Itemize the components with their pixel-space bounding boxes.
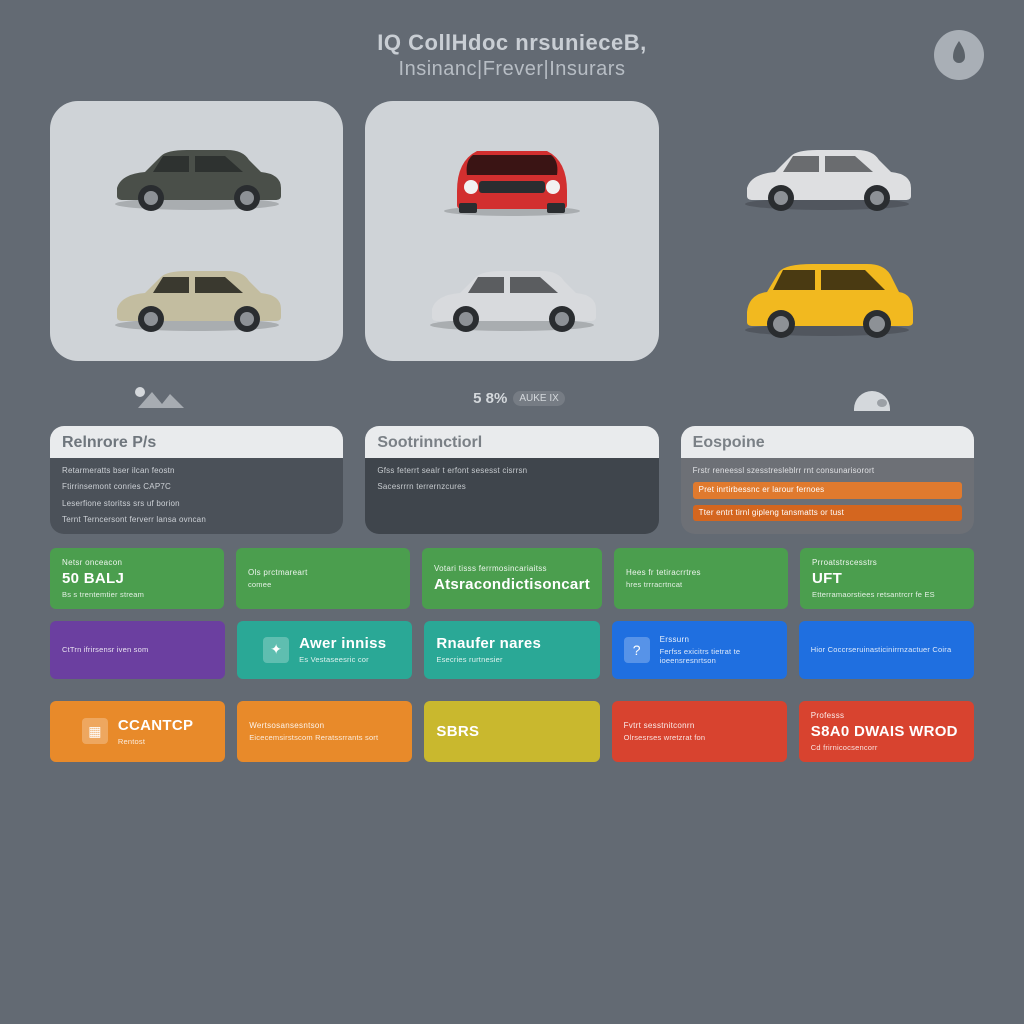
plan-title: Relnrore P/s (50, 426, 343, 458)
feature-tile[interactable]: Hees fr tetiracrrtres hres trrracrtncat (614, 548, 788, 609)
car-image (60, 236, 333, 347)
tile-top-label: Professs (811, 711, 962, 720)
car-image (691, 115, 964, 226)
helmet-icon (848, 379, 894, 418)
tile-top-label: Votari tisss ferrmosincariaitss (434, 564, 590, 573)
plan-feature-line: Ternt Terncersont ferverr lansa ovncan (62, 515, 331, 525)
tile-top-label: Fvtrt sesstnitconrn (624, 721, 775, 730)
tile-sub-label: Es Vestaseesric cor (299, 655, 386, 664)
plan-feature-line: Frstr reneessl szesstresleblrr rnt consu… (693, 466, 962, 476)
tiles-row-1: Netsr onceacon 50 BALJ Bs s trentemtier st… (40, 548, 984, 609)
tile-sub-label: comee (248, 580, 398, 589)
plan-feature-line: Gfss feterrt sealr t erfont sesesst cisr… (377, 466, 646, 476)
tile-sub-label: Hior Coccrseruinasticinirrnzactuer Coira (811, 645, 962, 654)
tile-sub-label: Ferfss exicitrs tietrat te ioeensresnrts… (660, 647, 775, 665)
tiles-row-2: CtTrn ifrirsensr iven som ✦ Awer inniss Es … (40, 621, 984, 679)
car-tile-2[interactable] (365, 101, 658, 361)
feature-tile[interactable]: Hior Coccrseruinasticinirrnzactuer Coira (799, 621, 974, 679)
plans-row: Relnrore P/s Retarmeratts bser ilcan feo… (40, 426, 984, 534)
title-line-2: Insinanc|Frever|Insurars (40, 58, 984, 81)
plan-body: Gfss feterrt sealr t erfont sesesst cisr… (365, 458, 658, 534)
tile-main-label: UFT (812, 570, 962, 587)
tile-icon: ✦ (263, 637, 289, 663)
mountain-icon (130, 382, 190, 415)
feature-tile[interactable]: Professs S8A0 DWAIS WROD Cd frirnicocsenco… (799, 701, 974, 762)
brand-logo (934, 30, 984, 80)
plan-feature-line: Pret inrtirbessnc er larour fernoes (693, 482, 962, 498)
feature-tile[interactable]: Ols prctmareart comee (236, 548, 410, 609)
car-tiles-row (40, 101, 984, 361)
plan-card-2[interactable]: Sootrinnctiorl Gfss feterrt sealr t erfo… (365, 426, 658, 534)
feature-tile[interactable]: SBRS (424, 701, 599, 762)
tile-sub-label: Eicecemsirstscom Reratssrrants sort (249, 733, 400, 742)
feature-tile[interactable]: Votari tisss ferrmosincariaitss Atsracond… (422, 548, 602, 609)
tile-main-label: Rnaufer nares (436, 635, 587, 652)
plan-body: Retarmeratts bser ilcan feostn Ftirrinsem… (50, 458, 343, 534)
tile-sub-label: Olrsesrses wretzrat fon (624, 733, 775, 742)
tile-icon: ? (624, 637, 650, 663)
plan-body: Frstr reneessl szesstresleblrr rnt consu… (681, 458, 974, 534)
plan-card-1[interactable]: Relnrore P/s Retarmeratts bser ilcan feo… (50, 426, 343, 534)
feature-tile[interactable]: Prroatstrscesstrs UFT Etterramaorstiees re… (800, 548, 974, 609)
plan-title: Sootrinnctiorl (365, 426, 658, 458)
tile-sub-label: Bs s trentemtier stream (62, 590, 212, 599)
plan-feature-line: Leserfione storitss srs uf borion (62, 499, 331, 509)
center-stat: 5 8% AUKE IX (473, 390, 565, 407)
plan-feature-line: Ftirrinsemont conries CAP7C (62, 482, 331, 492)
stat-value: 5 8% (473, 390, 507, 407)
plan-feature-line: Tter entrt tirnl gipleng tansmatts or tu… (693, 505, 962, 521)
stat-sub: AUKE IX (513, 391, 564, 406)
tile-main-label: CCANTCP (118, 717, 193, 734)
title-line-1: IQ CollHdoc nrsunieceB, (40, 30, 984, 56)
tile-sub-label: hres trrracrtncat (626, 580, 776, 589)
page-header: IQ CollHdoc nrsunieceB, Insinanc|Frever|… (40, 30, 984, 81)
tile-top-label: Ols prctmareart (248, 568, 398, 577)
tile-sub-label: Cd frirnicocsencorr (811, 743, 962, 752)
plan-feature-line: Sacesrrrn terrernzcures (377, 482, 646, 492)
feature-tile[interactable]: Netsr onceacon 50 BALJ Bs s trentemtier st… (50, 548, 224, 609)
tile-top-label: Hees fr tetiracrrtres (626, 568, 776, 577)
car-image (691, 236, 964, 347)
tile-top-label: Netsr onceacon (62, 558, 212, 567)
car-tile-3[interactable] (681, 101, 974, 361)
tile-top-label: Prroatstrscesstrs (812, 558, 962, 567)
tile-top-label: Erssurn (660, 635, 775, 644)
feature-tile[interactable]: Fvtrt sesstnitconrn Olrsesrses wretzrat f… (612, 701, 787, 762)
tile-main-label: Atsracondictisoncart (434, 576, 590, 593)
tile-sub-label: Etterramaorstiees retsantrcrr fe ES (812, 590, 962, 599)
page-root: IQ CollHdoc nrsunieceB, Insinanc|Frever|… (0, 0, 1024, 1024)
plan-card-3[interactable]: Eospoine Frstr reneessl szesstresleblrr … (681, 426, 974, 534)
plan-feature-line: Retarmeratts bser ilcan feostn (62, 466, 331, 476)
car-image (375, 115, 648, 226)
tile-icon: ▦ (82, 718, 108, 744)
feature-tile[interactable]: ? Erssurn Ferfss exicitrs tietrat te ioeen… (612, 621, 787, 679)
tile-sub-label: Rentost (118, 737, 193, 746)
flame-icon (941, 37, 977, 73)
feature-tile[interactable]: Rnaufer nares Esecries rurtnesier (424, 621, 599, 679)
mid-icons-row: 5 8% AUKE IX (40, 379, 984, 418)
tile-sub-label: Esecries rurtnesier (436, 655, 587, 664)
tile-top-label: Wertsosansesntson (249, 721, 400, 730)
feature-tile[interactable]: ▦ CCANTCP Rentost (50, 701, 225, 762)
car-image (60, 115, 333, 226)
tile-main-label: Awer inniss (299, 635, 386, 652)
car-image (375, 236, 648, 347)
tiles-row-3: ▦ CCANTCP Rentost Wertsosansesntson Eicecems… (40, 701, 984, 762)
feature-tile[interactable]: ✦ Awer inniss Es Vestaseesric cor (237, 621, 412, 679)
feature-tile[interactable]: Wertsosansesntson Eicecemsirstscom Rerats… (237, 701, 412, 762)
car-tile-1[interactable] (50, 101, 343, 361)
feature-tile[interactable]: CtTrn ifrirsensr iven som (50, 621, 225, 679)
tile-main-label: SBRS (436, 723, 587, 740)
tile-sub-label: CtTrn ifrirsensr iven som (62, 645, 213, 654)
plan-title: Eospoine (681, 426, 974, 458)
tile-main-label: S8A0 DWAIS WROD (811, 723, 962, 740)
tile-main-label: 50 BALJ (62, 570, 212, 587)
